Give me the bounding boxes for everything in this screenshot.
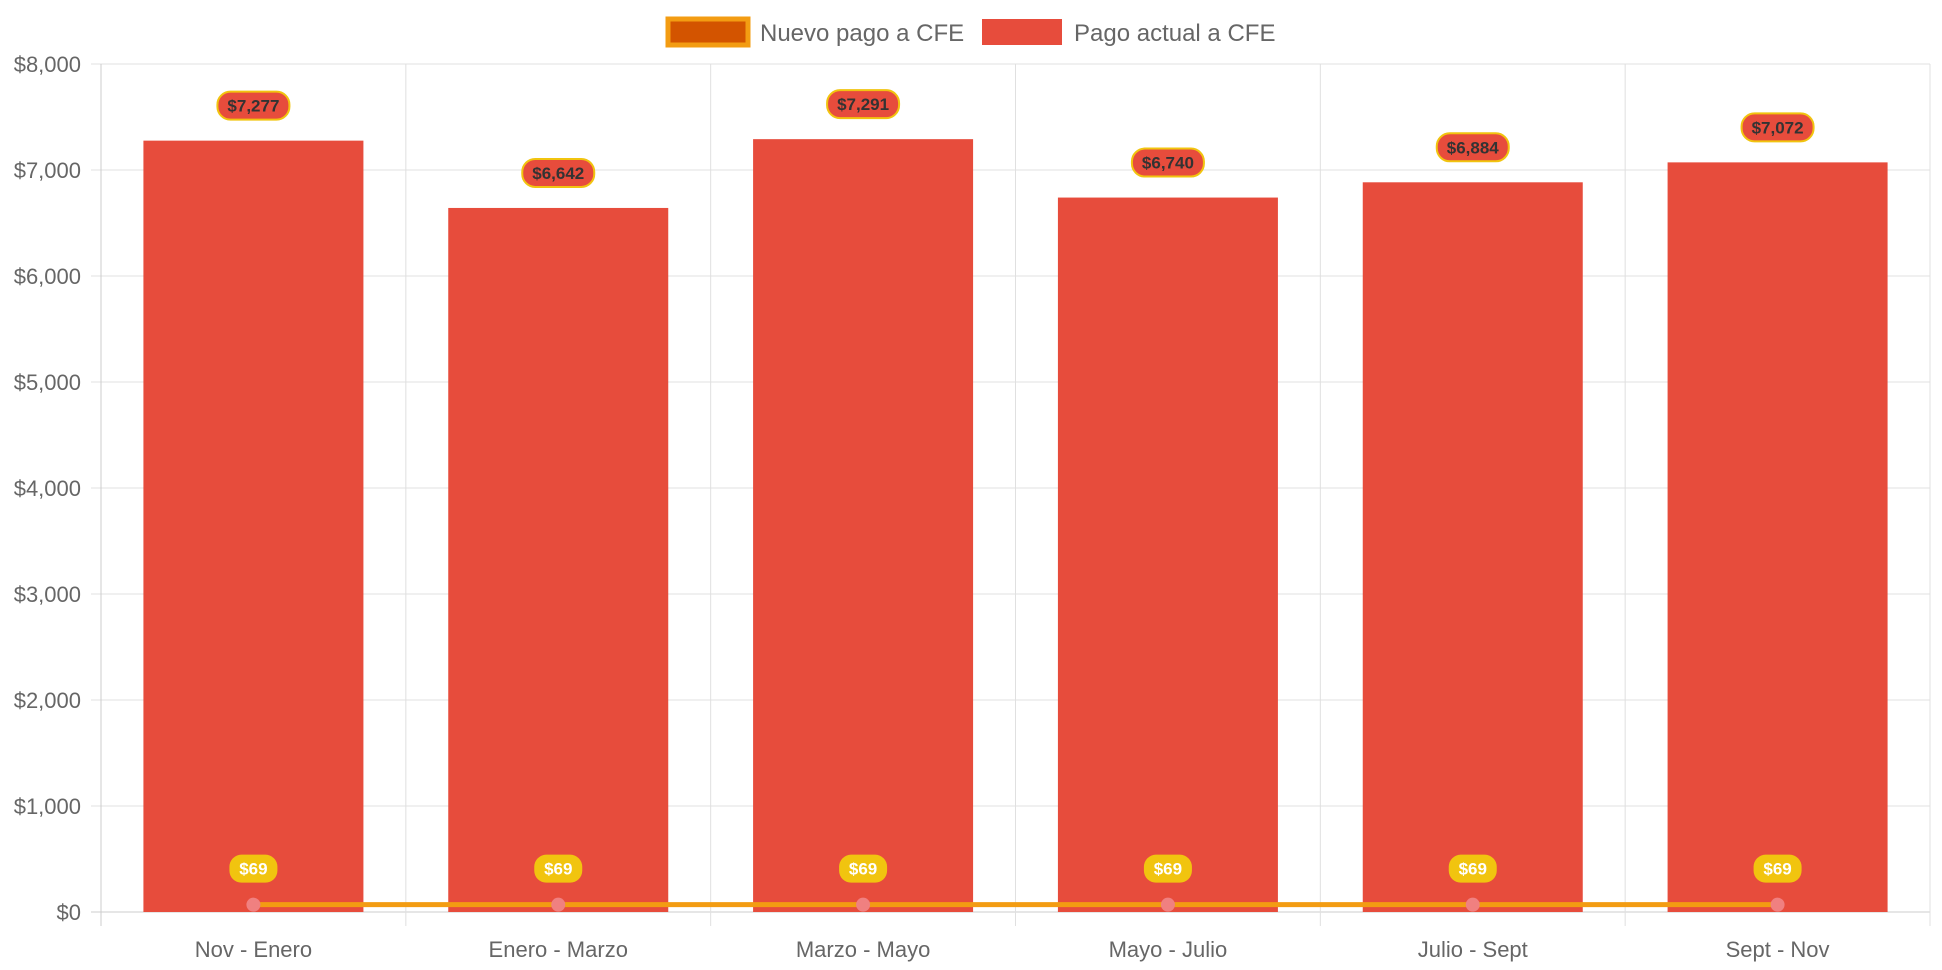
y-tick-label: $2,000 (14, 688, 81, 713)
line-point (1465, 897, 1480, 912)
bar-value-label: $7,072 (1752, 118, 1804, 137)
bar-value-label-bg (826, 89, 901, 120)
line-series (246, 897, 1785, 912)
line-value-label-bg (229, 854, 278, 883)
bar-value-label-bg (521, 157, 596, 188)
y-tick-label: $4,000 (14, 476, 81, 501)
line-value-label: $69 (849, 860, 877, 879)
axes: $0 $1,000 $2,000 $3,000 $4,000 $5,000 $6,000 $7… (14, 52, 1830, 962)
grid-lines (91, 63, 1931, 926)
bar (1667, 162, 1888, 913)
x-tick-label: Marzo - Mayo (796, 937, 930, 962)
x-tick-label: Mayo - Julio (1109, 937, 1228, 962)
bar-value-label: $7,291 (837, 95, 889, 114)
y-tick-label: $6,000 (14, 264, 81, 289)
bar-value-label: $6,740 (1142, 154, 1194, 173)
line-value-label: $69 (239, 860, 267, 879)
x-tick-label: Enero - Marzo (489, 937, 628, 962)
line-point (1160, 897, 1175, 912)
y-tick-label: $1,000 (14, 794, 81, 819)
line-point (856, 897, 871, 912)
line-value-label-bg (534, 854, 583, 883)
bar-value-label: $7,277 (227, 97, 279, 116)
bar-value-label: $6,642 (532, 164, 584, 183)
bar-value-label-bg (1130, 147, 1205, 178)
y-tick-label: $7,000 (14, 158, 81, 183)
x-tick-label: Julio - Sept (1418, 937, 1528, 962)
bar-value-label-bg (216, 90, 291, 121)
line-value-label-bg (1143, 854, 1192, 883)
line-value-label: $69 (1459, 860, 1487, 879)
line-value-label-bg (839, 854, 888, 883)
bar (143, 140, 364, 912)
line-value-label: $69 (1154, 860, 1182, 879)
data-labels: $7,277 $6,642 $7,291 $6,740 $6,884 $7,072 $69 $… (216, 89, 1815, 883)
line-value-label-bg (1753, 854, 1802, 883)
line-point (246, 897, 261, 912)
line-point (551, 897, 566, 912)
x-tick-label: Nov - Enero (195, 937, 312, 962)
bar (448, 207, 669, 912)
y-tick-label: $5,000 (14, 370, 81, 395)
x-tick-label: Sept - Nov (1726, 937, 1830, 962)
legend-label: Nuevo pago a CFE (760, 20, 964, 47)
legend-swatch-line (665, 16, 751, 48)
line-value-label-bg (1448, 854, 1497, 883)
y-tick-label: $8,000 (14, 52, 81, 77)
line-value-label: $69 (544, 860, 572, 879)
legend: Nuevo pago a CFE Pago actual a CFE (665, 16, 1275, 48)
bar-value-label-bg (1740, 112, 1815, 143)
legend-swatch-bar (982, 19, 1062, 45)
bar-value-label: $6,884 (1447, 138, 1500, 157)
bar-value-label-bg (1435, 132, 1510, 163)
bar (1057, 197, 1278, 912)
bar (1362, 182, 1583, 912)
bar-series (143, 139, 1888, 913)
line-point (1770, 897, 1785, 912)
y-tick-label: $0 (57, 900, 81, 925)
line-value-label: $69 (1763, 860, 1791, 879)
bar (753, 139, 974, 913)
legend-label: Pago actual a CFE (1074, 20, 1275, 47)
y-tick-label: $3,000 (14, 582, 81, 607)
